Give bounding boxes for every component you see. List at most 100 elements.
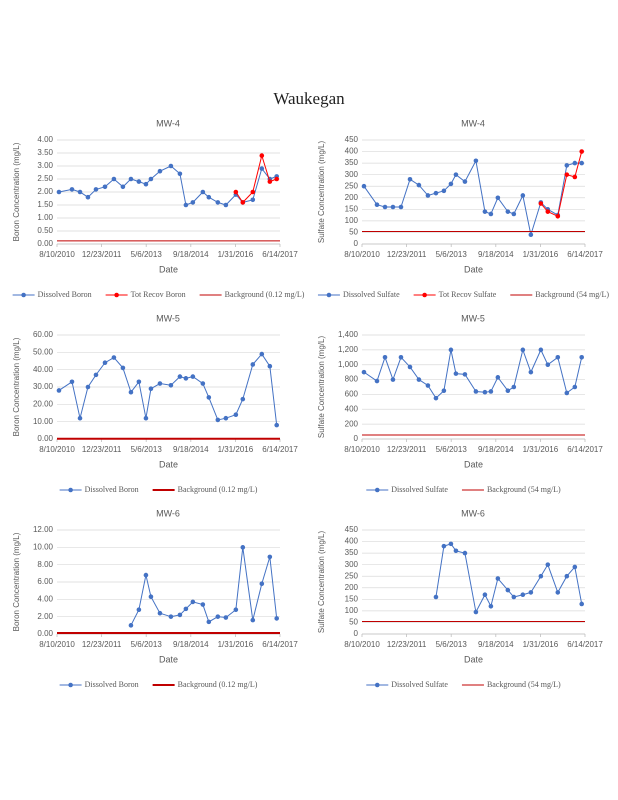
data-point (398, 204, 404, 210)
y-tick-label: 0 (354, 239, 359, 248)
y-tick-label: 1.50 (37, 200, 53, 209)
y-tick-label: 8.00 (37, 560, 53, 569)
y-tick-label: 12.00 (33, 525, 54, 534)
data-point (250, 189, 256, 195)
data-point (259, 581, 265, 587)
data-point (111, 176, 117, 182)
data-point (148, 176, 154, 182)
x-tick-label: 1/31/2016 (218, 445, 254, 454)
data-point (200, 189, 206, 195)
data-point (223, 615, 229, 620)
data-point (120, 184, 126, 190)
y-tick-label: 2.50 (37, 174, 53, 183)
data-point (69, 187, 75, 192)
y-tick-label: 100 (345, 606, 359, 615)
legend-label: Background (0.12 mg/L) (225, 290, 305, 299)
y-tick-label: 1.00 (37, 213, 53, 222)
data-point (215, 200, 221, 205)
data-point (168, 382, 174, 388)
data-point (511, 594, 517, 600)
data-point (102, 360, 108, 366)
data-point (488, 603, 494, 609)
data-point (572, 564, 578, 570)
data-point (148, 594, 154, 600)
legend-item: Background (0.12 mg/L) (152, 680, 258, 689)
data-point (564, 573, 570, 579)
series-line (130, 547, 278, 626)
y-tick-label: 10.00 (33, 542, 54, 551)
x-tick-label: 12/23/2011 (387, 640, 427, 649)
data-point (93, 372, 99, 378)
data-point (233, 412, 239, 418)
y-axis-label: Sulfate Concentration (mg/L) (317, 141, 326, 244)
x-tick-label: 8/10/2010 (39, 640, 75, 649)
data-point (390, 204, 396, 210)
x-tick-label: 1/31/2016 (523, 445, 559, 454)
data-point (136, 607, 142, 613)
data-point (215, 614, 221, 619)
y-tick-label: 0.00 (37, 629, 53, 638)
y-axis-label: Boron Concentration (mg/L) (12, 337, 21, 436)
data-point (102, 184, 108, 190)
data-point (482, 209, 488, 214)
y-tick-label: 250 (345, 181, 359, 190)
data-point (250, 617, 256, 623)
y-tick-label: 450 (345, 135, 359, 144)
y-tick-label: 350 (345, 158, 359, 167)
data-point (505, 388, 511, 394)
legend: Dissolved Sulfate Background (54 mg/L) (366, 485, 561, 494)
data-point (136, 379, 142, 385)
data-point (538, 573, 544, 579)
legend: Dissolved Sulfate Tot Recov Sulfate Backgr… (317, 290, 609, 299)
data-point (206, 395, 212, 400)
data-point (206, 194, 212, 200)
y-tick-label: 400 (345, 404, 359, 413)
page-title: Waukegan (273, 89, 345, 108)
data-point (259, 153, 265, 158)
y-tick-label: 2.00 (37, 187, 53, 196)
y-tick-label: 2.00 (37, 612, 53, 621)
data-point (482, 592, 488, 598)
data-point (433, 395, 439, 401)
data-point (157, 610, 163, 616)
data-point (564, 390, 570, 396)
legend-label: Dissolved Sulfate (343, 290, 400, 299)
data-point (128, 176, 134, 182)
series-line (363, 348, 583, 399)
data-point (233, 607, 239, 613)
data-point (259, 166, 265, 171)
data-point (183, 202, 189, 208)
x-tick-label: 9/18/2014 (173, 250, 209, 259)
legend-item: Tot Recov Boron (105, 290, 186, 299)
y-axis-label: Boron Concentration (mg/L) (12, 142, 21, 241)
legend-marker (21, 292, 26, 298)
y-tick-label: 600 (345, 390, 359, 399)
data-point (505, 209, 511, 214)
legend-item: Background (54 mg/L) (510, 290, 609, 299)
data-point (579, 354, 584, 360)
x-tick-label: 12/23/2011 (82, 640, 122, 649)
chart: MW-4 Boron Concentration (mg/L) Date 0.00 0.… (12, 118, 305, 298)
x-tick-label: 6/14/2017 (567, 640, 603, 649)
data-point (56, 189, 62, 195)
x-tick-label: 9/18/2014 (478, 640, 514, 649)
y-axis-label: Boron Concentration (mg/L) (12, 532, 21, 631)
legend-marker (68, 682, 73, 688)
data-point (505, 587, 511, 593)
data-point (441, 543, 447, 549)
series-line (58, 165, 277, 206)
y-tick-label: 3.00 (37, 161, 53, 170)
x-tick-label: 5/6/2013 (436, 445, 468, 454)
data-point (267, 179, 273, 184)
data-point (190, 200, 196, 205)
data-point (382, 204, 388, 210)
data-point (93, 187, 99, 192)
legend-label: Background (0.12 mg/L) (178, 680, 258, 689)
chart-title: MW-4 (156, 118, 180, 128)
chart-title: MW-6 (156, 508, 180, 518)
data-point (473, 609, 479, 615)
legend-item: Dissolved Boron (59, 485, 139, 494)
data-point (128, 389, 134, 395)
data-point (240, 396, 246, 402)
data-point (495, 576, 501, 581)
